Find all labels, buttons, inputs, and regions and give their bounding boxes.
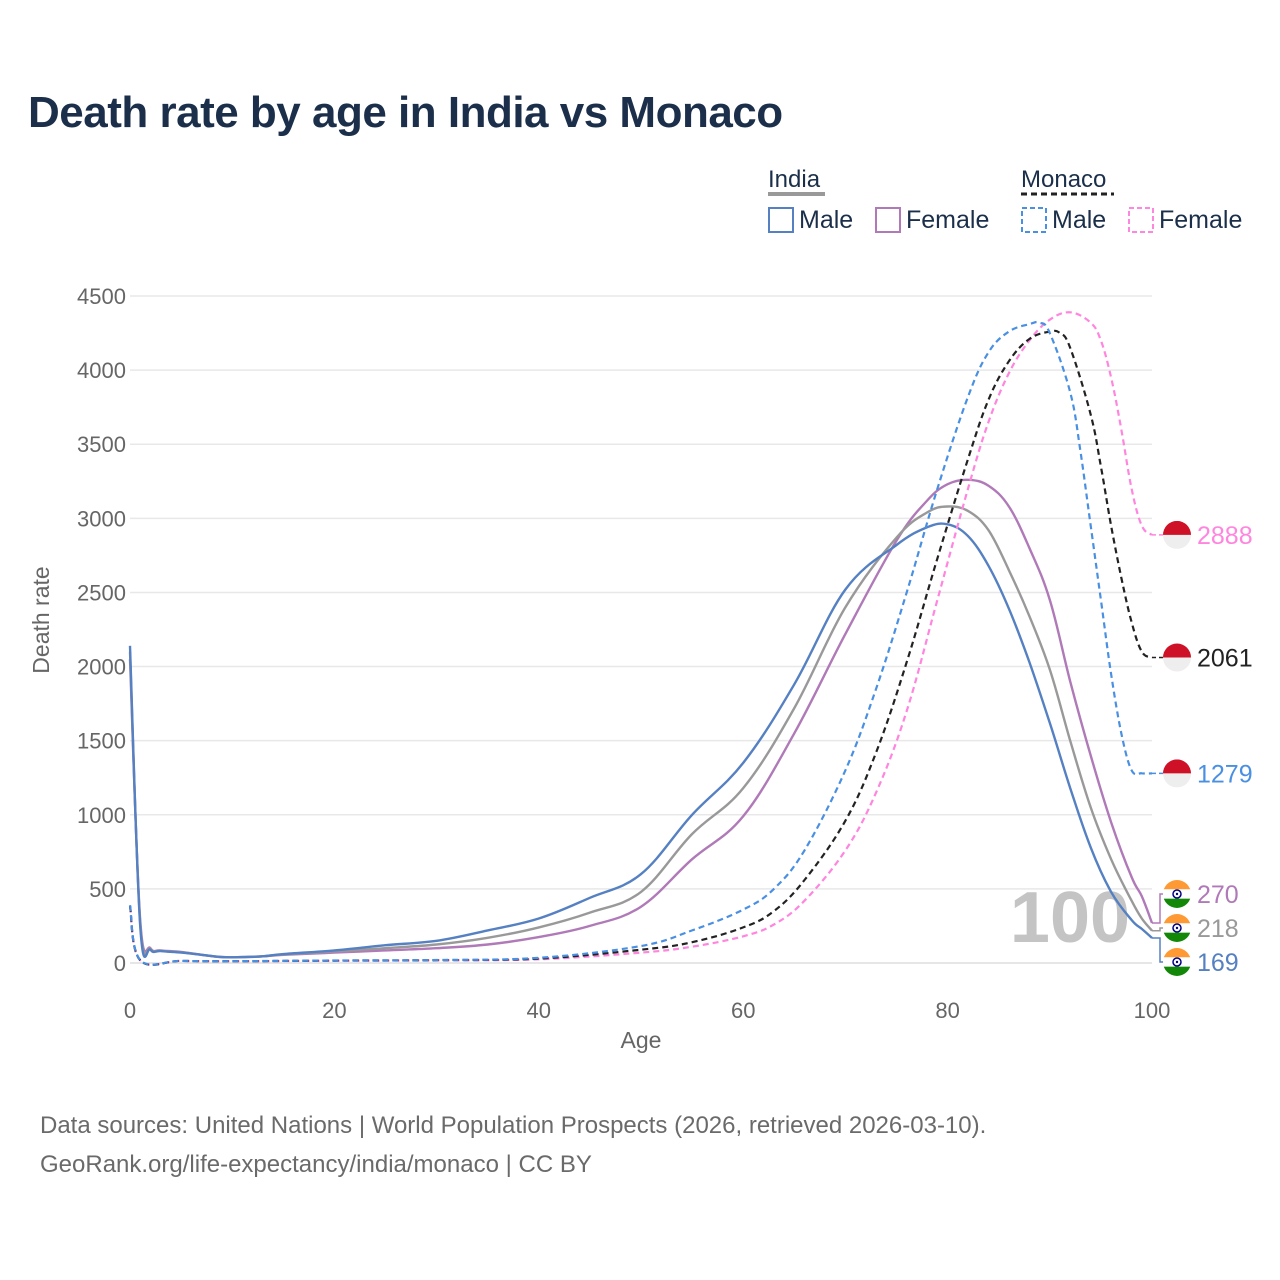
x-tick-label: 80 <box>935 998 959 1023</box>
end-value-monaco-male: 1279 <box>1197 760 1253 788</box>
end-value-monaco-total: 2061 <box>1197 645 1253 673</box>
y-tick-label: 2000 <box>77 655 126 680</box>
y-tick-label: 3000 <box>77 506 126 531</box>
y-tick-label: 1500 <box>77 729 126 754</box>
series-lines <box>128 311 1154 966</box>
series-line-india-male[interactable] <box>128 522 1153 959</box>
y-tick-label: 3500 <box>77 432 126 457</box>
flag-india-icon <box>1163 880 1191 908</box>
gridlines <box>130 295 1152 964</box>
y-tick-label: 1000 <box>77 803 126 828</box>
x-axis-title: Age <box>621 1027 662 1053</box>
y-tick-label: 4000 <box>77 358 126 383</box>
y-tick-label: 0 <box>114 951 126 976</box>
y-axis-ticks: 0 500 1000 1500 2000 2500 3000 3500 4000 4500 <box>77 284 126 976</box>
x-tick-label: 40 <box>527 998 551 1023</box>
legend-group-india: India <box>768 166 821 193</box>
legend-india-female-label[interactable]: Female <box>906 206 989 234</box>
end-connector-india-female <box>1152 893 1164 924</box>
source-note: Data sources: United Nations | World Pop… <box>40 1106 986 1184</box>
legend-monaco-female-label[interactable]: Female <box>1159 206 1242 234</box>
end-value-monaco-female: 2888 <box>1197 522 1253 550</box>
series-line-india-female[interactable] <box>128 478 1154 959</box>
year-watermark: 100 <box>1010 878 1130 958</box>
flag-india-icon <box>1163 914 1191 942</box>
legend: India Male Female Monaco Male Female <box>768 166 1242 234</box>
legend-india-male-label[interactable]: Male <box>799 206 853 234</box>
legend-monaco-male-swatch <box>1021 207 1047 233</box>
x-tick-label: 0 <box>124 998 136 1023</box>
y-tick-label: 500 <box>89 877 126 902</box>
x-tick-label: 100 <box>1134 998 1171 1023</box>
series-line-monaco-male[interactable] <box>128 320 1153 966</box>
y-axis-title: Death rate <box>28 566 54 673</box>
end-labels: 270 218 169 2888 2061 1279 <box>1152 520 1253 977</box>
end-value-india-total: 218 <box>1197 915 1239 943</box>
x-axis-ticks: 0 20 40 60 80 100 <box>124 998 1170 1023</box>
chart-title: Death rate by age in India vs Monaco <box>28 88 783 137</box>
series-line-monaco-female[interactable] <box>128 311 1153 966</box>
flag-india-icon <box>1163 948 1191 976</box>
y-tick-label: 4500 <box>77 284 126 309</box>
source-line-1: Data sources: United Nations | World Pop… <box>40 1112 987 1139</box>
legend-monaco-female-swatch <box>1128 207 1154 233</box>
flag-monaco-icon <box>1163 643 1191 672</box>
legend-india-male-swatch <box>768 207 794 233</box>
end-value-india-male: 169 <box>1197 949 1239 977</box>
legend-group-monaco: Monaco <box>1021 166 1106 193</box>
series-line-monaco-total[interactable] <box>128 329 1153 966</box>
end-value-india-female: 270 <box>1197 881 1239 909</box>
flag-monaco-icon <box>1163 759 1191 788</box>
flag-monaco-icon <box>1163 520 1191 549</box>
end-connector-india-total <box>1152 927 1164 932</box>
x-tick-label: 20 <box>322 998 346 1023</box>
series-line-india-total[interactable] <box>128 505 1153 959</box>
x-tick-label: 60 <box>731 998 755 1023</box>
y-tick-label: 2500 <box>77 580 126 605</box>
legend-india-female-swatch <box>875 207 901 233</box>
legend-monaco-male-label[interactable]: Male <box>1052 206 1106 234</box>
source-line-2[interactable]: GeoRank.org/life-expectancy/india/monaco… <box>40 1151 592 1178</box>
end-connector-india-male <box>1152 937 1164 963</box>
